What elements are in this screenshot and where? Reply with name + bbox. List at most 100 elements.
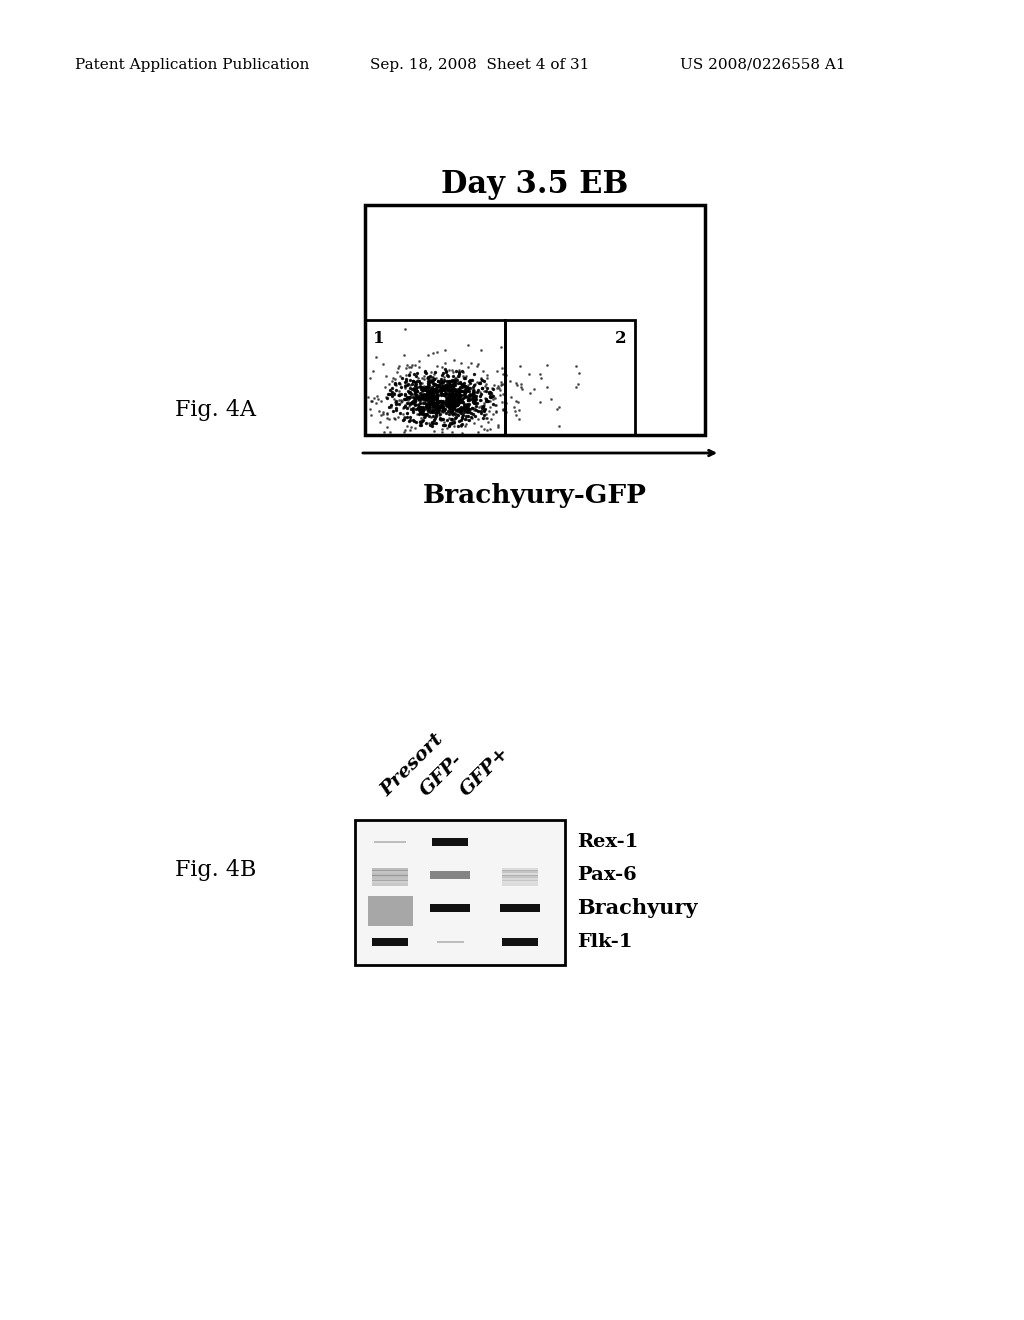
Point: [446, 379, 463, 400]
Point: [410, 393, 426, 414]
Point: [408, 393, 424, 414]
Point: [435, 395, 452, 416]
Point: [447, 380, 464, 401]
Point: [485, 393, 502, 414]
Point: [464, 397, 480, 418]
Point: [451, 387, 467, 408]
Point: [479, 408, 496, 429]
Point: [444, 381, 461, 403]
Point: [454, 391, 470, 412]
Point: [426, 380, 442, 401]
Point: [506, 396, 522, 417]
Point: [539, 355, 555, 376]
Point: [406, 411, 422, 432]
Point: [396, 378, 413, 399]
Bar: [502, 878, 538, 880]
Point: [413, 414, 429, 436]
Point: [521, 363, 538, 384]
Point: [476, 405, 493, 426]
Point: [420, 367, 436, 388]
Point: [423, 367, 439, 388]
Point: [416, 366, 432, 387]
Point: [429, 393, 445, 414]
Point: [444, 393, 461, 414]
Point: [424, 370, 440, 391]
Point: [389, 392, 406, 413]
Point: [417, 384, 433, 405]
Point: [440, 387, 457, 408]
Point: [361, 367, 378, 388]
Point: [420, 387, 436, 408]
Point: [451, 405, 467, 426]
Point: [375, 401, 391, 422]
Point: [414, 384, 430, 405]
Point: [456, 396, 472, 417]
Point: [440, 416, 457, 437]
Point: [472, 381, 488, 403]
Point: [422, 370, 438, 391]
Point: [417, 407, 433, 428]
Point: [412, 392, 428, 413]
Point: [449, 383, 465, 404]
Point: [473, 400, 489, 421]
Point: [472, 372, 488, 393]
Point: [462, 378, 478, 399]
Point: [441, 384, 458, 405]
Point: [429, 385, 445, 407]
Point: [455, 422, 471, 444]
Point: [461, 380, 477, 401]
Point: [484, 388, 501, 409]
Point: [435, 412, 452, 433]
Point: [400, 363, 417, 384]
Point: [449, 395, 465, 416]
Point: [411, 399, 427, 420]
Point: [452, 380, 468, 401]
Point: [436, 399, 453, 420]
Point: [408, 384, 424, 405]
Point: [441, 397, 458, 418]
Point: [458, 413, 474, 434]
Point: [508, 391, 524, 412]
Point: [423, 389, 439, 411]
Point: [454, 360, 470, 381]
Point: [437, 392, 454, 413]
Point: [451, 393, 467, 414]
Point: [467, 400, 483, 421]
Point: [417, 379, 433, 400]
Point: [445, 379, 462, 400]
Point: [475, 392, 492, 413]
Point: [423, 389, 439, 411]
Point: [412, 375, 428, 396]
Point: [444, 397, 461, 418]
Point: [426, 408, 442, 429]
Point: [423, 381, 439, 403]
Point: [568, 355, 585, 376]
Point: [390, 393, 407, 414]
Point: [473, 339, 489, 360]
Point: [418, 395, 434, 416]
Point: [450, 366, 466, 387]
Point: [382, 380, 398, 401]
Point: [382, 422, 398, 444]
Text: US 2008/0226558 A1: US 2008/0226558 A1: [680, 58, 846, 73]
Point: [375, 354, 391, 375]
Point: [415, 396, 431, 417]
Point: [486, 375, 503, 396]
Point: [433, 392, 450, 413]
Point: [421, 392, 437, 413]
Point: [403, 399, 420, 420]
Point: [543, 388, 559, 409]
Point: [411, 395, 427, 416]
Point: [513, 374, 529, 395]
Point: [466, 389, 482, 411]
Point: [446, 404, 463, 425]
Point: [468, 396, 484, 417]
Point: [413, 376, 429, 397]
Point: [398, 371, 415, 392]
Point: [420, 375, 436, 396]
Point: [462, 370, 478, 391]
Point: [446, 372, 463, 393]
Point: [395, 407, 412, 428]
Point: [416, 407, 432, 428]
Point: [406, 409, 422, 430]
